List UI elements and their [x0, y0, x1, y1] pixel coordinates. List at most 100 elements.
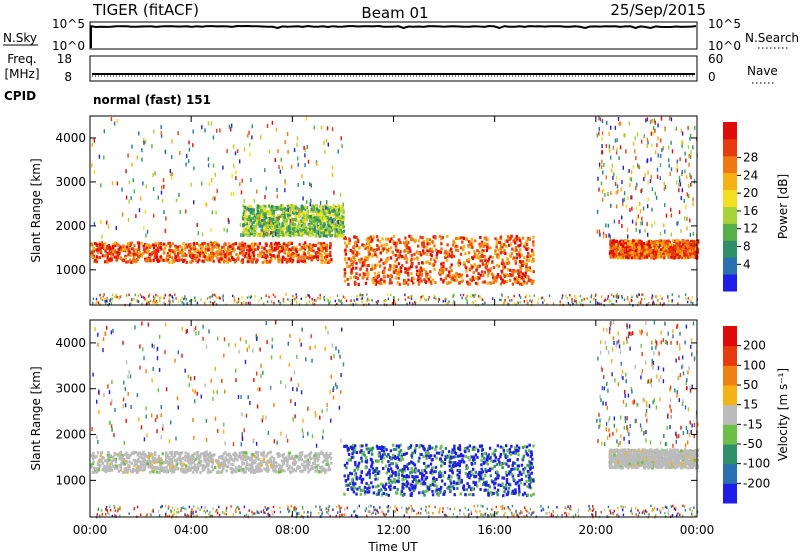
echo-cell: [363, 261, 367, 265]
echo-cell: [270, 223, 273, 228]
echo-cell: [202, 452, 205, 456]
echo-cell: [450, 269, 453, 273]
echo-cell: [663, 239, 666, 243]
echo-cell: [226, 253, 229, 256]
echo-cell: [168, 244, 172, 248]
echo-cell: [205, 255, 209, 259]
echo-cell: [659, 163, 662, 168]
echo-cell: [157, 195, 159, 200]
echo-cell: [96, 301, 98, 304]
echo-cell: [670, 232, 672, 237]
echo-cell: [240, 302, 243, 305]
echo-cell: [611, 293, 613, 296]
echo-cell: [206, 470, 210, 474]
echo-cell: [265, 186, 267, 191]
echo-cell: [100, 459, 103, 463]
echo-cell: [210, 258, 214, 262]
echo-cell: [112, 250, 115, 254]
echo-cell: [409, 295, 412, 298]
echo-cell: [159, 255, 162, 259]
colorbar-tick-label: 8: [743, 240, 751, 254]
echo-cell: [511, 270, 514, 274]
echo-cell: [605, 234, 607, 238]
echo-cell: [273, 460, 276, 464]
echo-cell: [348, 264, 351, 268]
echo-cell: [668, 299, 670, 303]
echo-cell: [113, 255, 116, 259]
echo-cell: [106, 252, 109, 255]
echo-cell: [104, 249, 107, 253]
echo-cell: [361, 297, 363, 300]
echo-cell: [400, 255, 404, 258]
echo-cell: [680, 251, 684, 255]
echo-cell: [163, 210, 165, 215]
echo-cell: [425, 253, 429, 256]
echo-cell: [367, 250, 370, 253]
echo-cell: [513, 277, 516, 281]
echo-cell: [393, 296, 395, 299]
echo-cell: [663, 223, 665, 228]
echo-cell: [394, 248, 398, 252]
echo-cell: [228, 219, 230, 224]
echo-cell: [276, 194, 278, 199]
echo-cell: [287, 211, 290, 214]
echo-cell: [258, 457, 261, 461]
echo-cell: [179, 251, 182, 254]
echo-cell: [249, 222, 252, 226]
echo-cell: [95, 255, 99, 259]
echo-cell: [299, 248, 302, 252]
echo-cell: [462, 293, 465, 297]
echo-cell: [415, 265, 418, 269]
echo-cell: [335, 216, 338, 220]
echo-cell: [511, 273, 514, 277]
echo-cell: [306, 145, 308, 150]
colorbar-swatch: [723, 172, 737, 191]
echo-cell: [244, 222, 247, 226]
echo-cell: [309, 296, 311, 299]
echo-cell: [174, 293, 176, 296]
echo-cell: [126, 456, 129, 460]
echo-cell: [678, 295, 680, 298]
echo-cell: [420, 269, 424, 273]
echo-cell: [248, 258, 251, 262]
echo-cell: [623, 133, 625, 138]
echo-cell: [322, 244, 326, 247]
echo-cell: [514, 302, 516, 305]
echo-cell: [266, 210, 269, 214]
echo-cell: [513, 280, 517, 284]
echo-cell: [502, 281, 505, 285]
echo-cell: [497, 248, 500, 252]
echo-cell: [243, 199, 245, 203]
echo-cell: [130, 461, 133, 465]
echo-cell: [473, 276, 477, 280]
echo-cell: [496, 238, 499, 242]
echo-cell: [342, 209, 345, 213]
echo-cell: [593, 297, 595, 301]
echo-cell: [413, 252, 416, 256]
echo-cell: [418, 281, 421, 285]
echo-cell: [598, 187, 600, 192]
echo-cell: [573, 299, 576, 303]
echo-cell: [257, 214, 260, 218]
echo-cell: [180, 248, 184, 252]
echo-cell: [387, 274, 390, 278]
echo-cell: [611, 240, 614, 243]
echo-cell: [205, 202, 208, 207]
echo-cell: [354, 249, 357, 252]
echo-cell: [440, 237, 443, 241]
echo-cell: [247, 301, 250, 305]
echo-cell: [231, 458, 235, 462]
echo-cell: [329, 207, 332, 211]
echo-cell: [302, 244, 305, 248]
echo-cell: [527, 279, 530, 283]
echo-cell: [571, 298, 573, 301]
echo-cell: [320, 230, 323, 234]
echo-cell: [410, 238, 413, 242]
echo-cell: [610, 203, 612, 208]
echo-cell: [629, 183, 631, 187]
date-title: 25/Sep/2015: [610, 1, 706, 19]
echo-cell: [434, 281, 437, 285]
echo-cell: [404, 244, 407, 248]
echo-cell: [182, 242, 185, 245]
echo-cell: [111, 293, 114, 296]
